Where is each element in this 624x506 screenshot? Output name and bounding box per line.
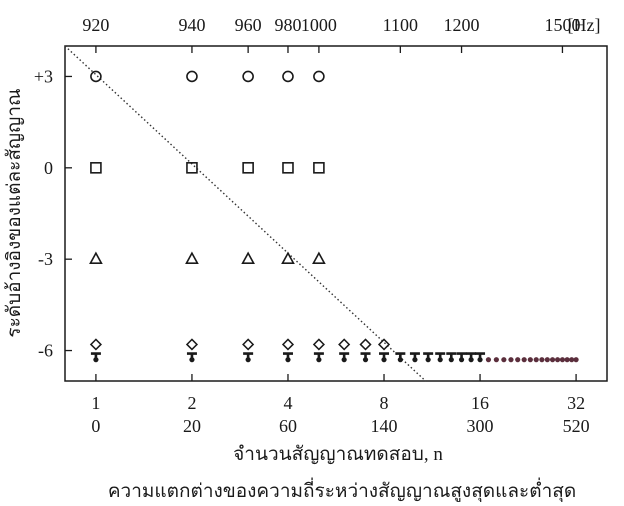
dot-point [564,357,570,363]
x-tick-sublabel: 300 [467,416,494,436]
diamond-point [312,338,325,351]
x-tick-label: 1 [91,393,100,413]
dot-point [458,357,465,363]
square-point [186,162,198,174]
circle-point [282,70,294,83]
x-tick-sublabel: 60 [279,416,297,436]
dot-point [493,357,499,363]
dot-point [381,357,387,363]
triangle-point [241,251,255,264]
dot-point [468,357,474,363]
x-tick-sublabel: 0 [91,416,100,436]
labels: +3 0 -3 -6 1 0 2 20 4 60 8 140 16 300 32 520 920 940 960 98… [34,15,590,436]
dot-point [569,357,575,363]
top-tick-label: 940 [178,15,205,35]
triangle-point [281,251,295,264]
chart-caption: ความแตกต่างของความถี่ระหว่างสัญญาณสูงสุด… [108,477,576,503]
plot-frame [64,45,608,382]
dot-point [316,357,322,363]
trend-line-layer [64,45,427,382]
x-tick-sublabel: 140 [371,416,398,436]
top-tick-label: 980 [274,15,301,35]
top-tick-label: 1100 [383,15,418,35]
dot-point [245,357,251,363]
x-tick-label: 8 [380,393,389,413]
diamond-point [89,338,102,351]
dot-point [521,357,527,363]
dot-point [437,357,443,363]
square-point [313,162,325,174]
top-tick-label: 1500 [544,15,580,35]
square-point [90,162,102,174]
x-tick-sublabel: 20 [183,416,201,436]
diamond-point [242,338,255,351]
y-tick-label: 0 [44,158,53,178]
dot-point [573,357,579,363]
dot-point [412,357,418,363]
x-tick-sublabel: 520 [563,416,590,436]
circle-point [242,70,254,83]
diamond-point [185,338,199,351]
dot-point [448,357,454,363]
dot-point [397,357,403,363]
diamond-point [359,338,372,351]
dot-point [554,357,561,363]
y-tick-label: -3 [38,249,53,269]
dot-point [544,357,550,363]
diamond-point [338,338,351,351]
dot-point [93,357,99,363]
top-tick-label: 960 [235,15,262,35]
dot-point [485,357,492,363]
circle-point [90,70,102,83]
dot-point [425,357,431,363]
y-tick-label: -6 [38,341,53,361]
dot-point [549,357,556,363]
square-point [282,162,294,174]
triangle-point [89,251,103,264]
dot-point [559,357,566,363]
dot-point [533,357,539,363]
x-tick-label: 2 [187,393,196,413]
triangle-point [185,251,199,264]
triangle-point [312,251,326,264]
x-tick-label: 4 [283,393,292,413]
marks [89,70,579,363]
diamond-point [377,338,391,351]
circle-point [313,70,325,83]
ticks [65,46,577,381]
dot-point [501,357,507,363]
x-tick-label: 16 [471,393,489,413]
y-axis-label: ระดับอ้างอิงของแต่ละสัญญาณ [4,88,25,337]
top-axis-unit: [Hz] [568,15,601,35]
dot-point [508,357,514,363]
diamond-point [281,338,295,351]
top-tick-label: 1200 [444,15,480,35]
dot-point [515,357,521,363]
square-point [242,162,254,174]
dot-point [341,357,347,363]
dot-point [527,357,533,363]
top-tick-label: 920 [82,15,109,35]
dot-point [189,357,195,363]
dot-point [539,357,545,363]
x-axis-label: จำนวนสัญญาณทดสอบ, n [233,444,443,465]
dot-point [362,357,369,363]
top-tick-label: 1000 [301,15,337,35]
x-tick-label: 32 [567,393,585,413]
dot-point [477,357,483,363]
trend-line [64,45,427,382]
y-tick-label: +3 [34,66,53,86]
circle-point [186,70,198,83]
dot-point [285,357,291,363]
